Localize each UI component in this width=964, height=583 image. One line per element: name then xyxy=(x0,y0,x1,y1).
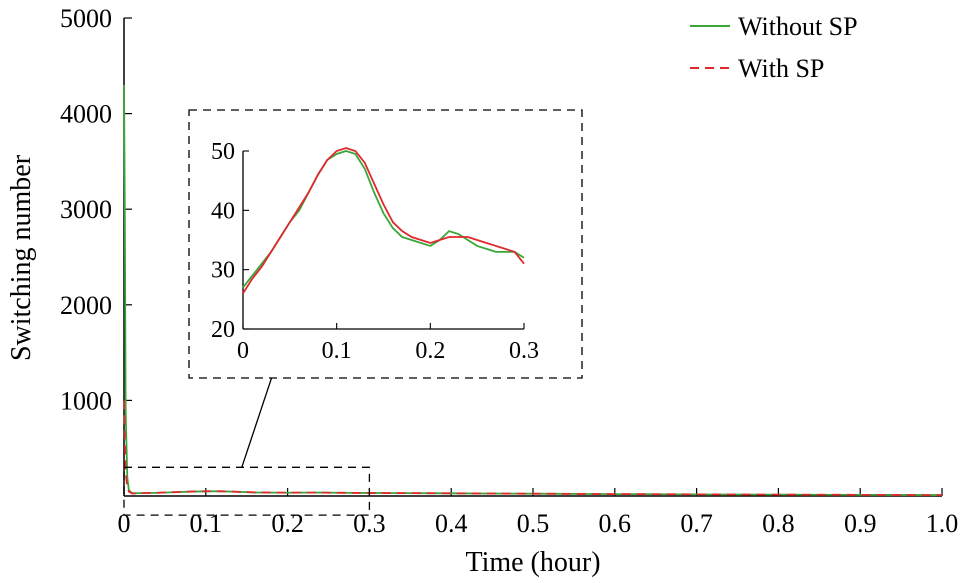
x-tick-label: 0.9 xyxy=(844,509,877,538)
y-axis-title: Switching number xyxy=(6,154,37,361)
zoom-connector-line xyxy=(241,377,273,468)
series-line-with-sp xyxy=(123,400,943,496)
x-tick-label: 0.6 xyxy=(599,509,632,538)
legend-label-with-sp: With SP xyxy=(738,54,824,83)
inset-y-tick-label: 50 xyxy=(211,139,235,165)
x-tick-label: 0.8 xyxy=(762,509,795,538)
inset-chart: 0 0.1 0.2 0.3 20 30 40 50 xyxy=(188,109,583,468)
x-tick-label: 0.4 xyxy=(435,509,468,538)
x-tick-label: 0 xyxy=(118,509,131,538)
inset-x-tick-label: 0.2 xyxy=(415,338,445,364)
y-tick-label: 2000 xyxy=(60,291,112,320)
inset-frame xyxy=(188,109,583,379)
inset-series-line-with-sp xyxy=(242,147,525,294)
x-tick-label: 0.1 xyxy=(190,509,223,538)
main-series xyxy=(123,84,943,496)
x-axis-title: Time (hour) xyxy=(465,547,600,578)
x-tick-label: 1.0 xyxy=(926,509,959,538)
legend-label-without-sp: Without SP xyxy=(738,12,858,41)
y-tick-label: 3000 xyxy=(60,195,112,224)
inset-y-tick-label: 30 xyxy=(211,258,235,284)
zoom-box-rect xyxy=(123,466,371,516)
inset-x-tick-label: 0.1 xyxy=(322,338,352,364)
y-tick-label: 5000 xyxy=(60,4,112,33)
main-axes: 0 0.1 0.2 0.3 0.4 0.5 0.6 0.7 0.8 0.9 1.0 1000 2000 3… xyxy=(60,4,958,538)
inset-x-tick-label: 0.3 xyxy=(509,338,539,364)
y-tick-label: 4000 xyxy=(60,100,112,129)
inset-y-tick-label: 40 xyxy=(211,198,235,224)
x-tick-label: 0.2 xyxy=(271,509,304,538)
x-tick-label: 0.3 xyxy=(353,509,386,538)
inset-y-tick-label: 20 xyxy=(211,317,235,343)
legend: Without SP With SP xyxy=(690,12,858,83)
inset-x-tick-label: 0 xyxy=(237,338,249,364)
y-tick-label: 1000 xyxy=(60,386,112,415)
zoom-region xyxy=(123,466,371,516)
x-tick-label: 0.7 xyxy=(680,509,713,538)
x-tick-label: 0.5 xyxy=(517,509,550,538)
